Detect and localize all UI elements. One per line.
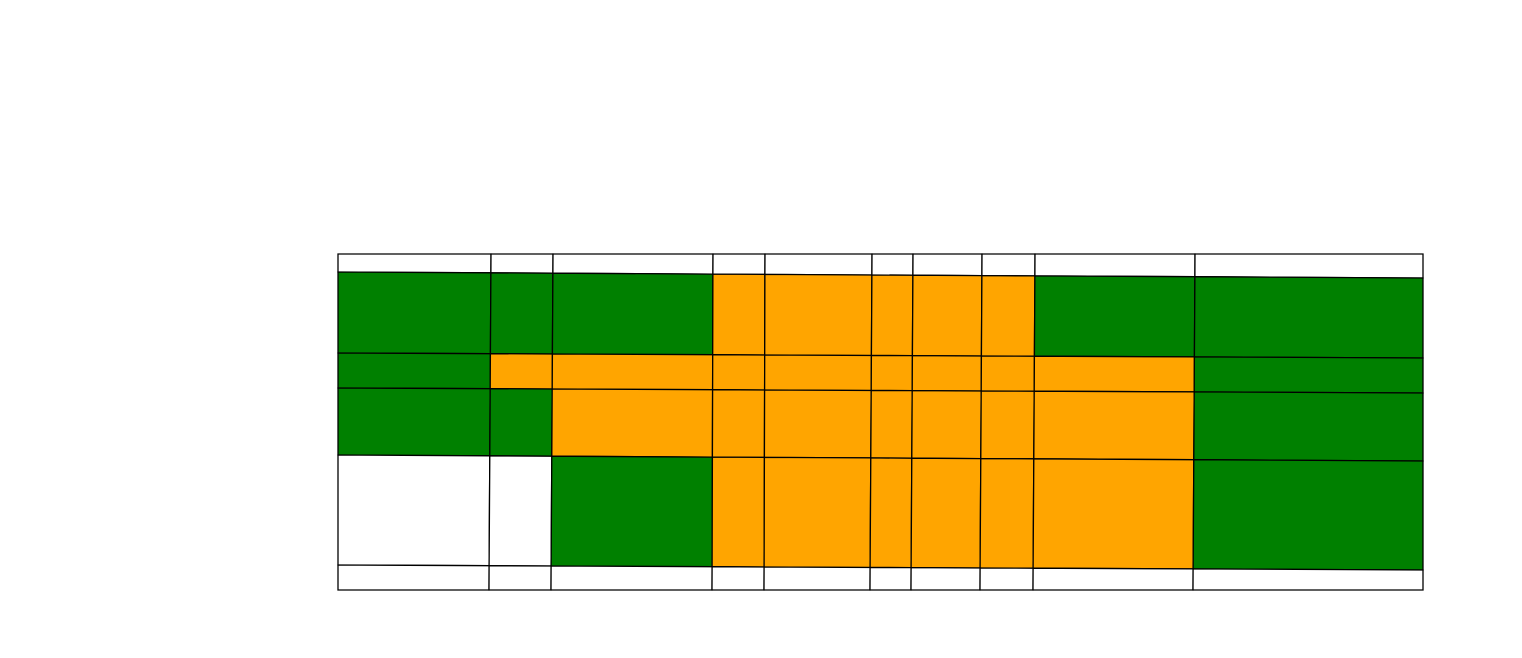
grid-cell-r0-c0-empty bbox=[337, 253, 492, 274]
grid-cell-r4-c6-orange bbox=[910, 457, 982, 569]
grid-cell-r0-c2-empty bbox=[552, 253, 714, 275]
grid-cell-r1-c0-green bbox=[337, 271, 492, 355]
grid-cell-r0-c5-empty bbox=[871, 253, 914, 276]
grid-cell-r5-c0-empty bbox=[337, 564, 490, 591]
grid-cell-r2-c5-orange bbox=[870, 354, 914, 392]
grid-cell-r0-c6-empty bbox=[912, 253, 983, 277]
grid-cell-r4-c0-empty bbox=[337, 454, 491, 567]
grid-cell-r0-c7-empty bbox=[981, 253, 1036, 277]
grid-cell-r4-c7-orange bbox=[979, 457, 1035, 569]
grid-cell-r4-c2-green bbox=[550, 455, 714, 568]
grid-cell-r5-c8-empty bbox=[1032, 567, 1194, 591]
grid-cell-r2-c1-orange bbox=[489, 353, 554, 390]
grid-cell-r4-c3-orange bbox=[711, 456, 766, 568]
grid-cell-r1-c2-green bbox=[551, 272, 714, 356]
grid-cell-r1-c1-green bbox=[489, 272, 554, 355]
grid-cell-r2-c7-orange bbox=[980, 355, 1036, 392]
grid-cell-r0-c9-empty bbox=[1194, 253, 1424, 279]
grid-cell-r5-c2-empty bbox=[550, 565, 713, 591]
grid-cell-r3-c9-green bbox=[1193, 391, 1424, 462]
grid-cell-r2-c0-green bbox=[337, 352, 492, 390]
grid-cell-r3-c5-orange bbox=[870, 389, 913, 459]
grid-cell-r4-c8-orange bbox=[1032, 458, 1195, 570]
grid-cell-r5-c5-empty bbox=[869, 566, 912, 591]
grid-cell-r1-c5-orange bbox=[870, 274, 914, 357]
grid-cell-r1-c4-orange bbox=[764, 273, 873, 357]
grid-cell-r0-c3-empty bbox=[712, 253, 766, 276]
grid-cell-r1-c8-green bbox=[1033, 275, 1196, 358]
grid-cell-r4-c5-orange bbox=[869, 457, 913, 569]
grid-cell-r5-c9-empty bbox=[1192, 568, 1424, 591]
grid-cell-r4-c9-green bbox=[1192, 459, 1424, 571]
grid-cell-r4-c1-empty bbox=[488, 455, 553, 567]
grid-cell-r3-c8-orange bbox=[1033, 390, 1195, 461]
grid-cell-r5-c4-empty bbox=[763, 566, 871, 591]
grid-cell-r3-c2-orange bbox=[551, 388, 714, 458]
grid-cell-r2-c8-orange bbox=[1033, 355, 1196, 393]
grid-cell-r5-c6-empty bbox=[910, 566, 981, 591]
grid-cell-r1-c6-orange bbox=[911, 274, 983, 357]
grid-cell-r2-c9-green bbox=[1193, 356, 1424, 394]
grid-cell-r2-c2-orange bbox=[551, 353, 714, 391]
grid-cell-r4-c4-orange bbox=[763, 456, 872, 569]
cells-layer bbox=[337, 253, 1424, 591]
grid-cell-r2-c6-orange bbox=[911, 354, 983, 392]
grid-cell-r0-c4-empty bbox=[764, 253, 873, 276]
grid-cell-r1-c9-green bbox=[1193, 276, 1424, 359]
grid-cell-r3-c4-orange bbox=[763, 389, 872, 459]
grid-cell-r2-c4-orange bbox=[763, 354, 873, 392]
grid-cell-r3-c3-orange bbox=[711, 389, 766, 459]
grid-cell-r5-c7-empty bbox=[979, 567, 1034, 591]
grid-cell-r3-c1-green bbox=[489, 388, 553, 457]
grid-cell-r1-c3-orange bbox=[712, 273, 766, 356]
grid-cell-r0-c8-empty bbox=[1034, 253, 1196, 278]
grid-cell-r3-c6-orange bbox=[911, 389, 982, 460]
grid-cell-r1-c7-orange bbox=[980, 274, 1036, 357]
grid-cell-r5-c3-empty bbox=[711, 566, 765, 591]
grid-cell-r3-c7-orange bbox=[980, 390, 1035, 460]
grid-cell-r2-c3-orange bbox=[711, 354, 766, 391]
grid-cell-r3-c0-green bbox=[337, 387, 491, 457]
grid-cell-r0-c1-empty bbox=[490, 253, 554, 274]
grid-cell-r5-c1-empty bbox=[488, 565, 552, 591]
